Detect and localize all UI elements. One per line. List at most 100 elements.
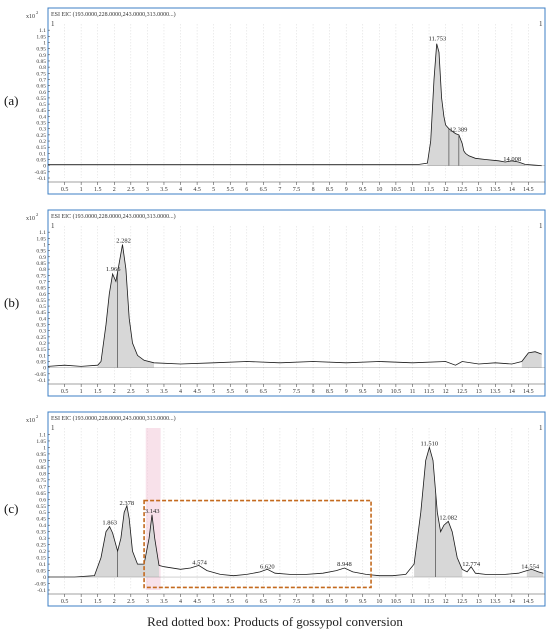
x-tick-label: 2 (113, 599, 116, 605)
y-tick-label: 0.15 (36, 347, 46, 353)
x-tick-label: 6 (245, 187, 248, 193)
x-tick-label: 10 (376, 389, 382, 395)
y-tick-label: 0.35 (36, 323, 46, 329)
peak-fill-area (94, 505, 159, 577)
x-tick-label: 0.5 (61, 187, 69, 193)
y-tick-label: 0.8 (39, 471, 46, 477)
x-tick-label: 5 (212, 389, 215, 395)
x-tick-label: 7.5 (293, 389, 301, 395)
y-tick-label: 0.1 (39, 353, 46, 359)
x-tick-label: 3.5 (160, 187, 168, 193)
x-tick-label: 0.5 (61, 599, 69, 605)
x-tick-label: 5 (212, 187, 215, 193)
x-tick-label: 8 (312, 599, 315, 605)
x-tick-label: 1.5 (94, 389, 102, 395)
x-tick-label: 12 (443, 389, 449, 395)
x-tick-label: 9 (345, 599, 348, 605)
corner-right-label: 1 (539, 222, 543, 230)
x-tick-label: 11.5 (424, 389, 434, 395)
x-tick-label: 12.5 (457, 187, 468, 193)
y-tick-label: 1 (43, 445, 46, 451)
y-tick-label: 0.75 (36, 71, 46, 77)
y-tick-label: 0.75 (36, 478, 46, 484)
x-tick-label: 3.5 (160, 599, 168, 605)
peak-label: 6.620 (260, 564, 275, 571)
y-tick-label: 0.2 (39, 549, 46, 555)
y-tick-label: 0.3 (39, 329, 46, 335)
peak-label: 11.510 (421, 440, 439, 447)
y-tick-label: 0 (43, 575, 46, 581)
y-tick-label: 1.05 (36, 439, 46, 445)
y-exponent-label: x10 (26, 14, 35, 20)
x-tick-label: 2 (113, 389, 116, 395)
x-tick-label: 5.5 (226, 187, 234, 193)
corner-left-label: 1 (51, 424, 55, 432)
y-tick-label: 0.95 (36, 47, 46, 53)
x-tick-label: 3 (146, 389, 149, 395)
y-tick-label: 0.55 (36, 504, 46, 510)
panel-b-group: (b) ESI EIC (193.0000,228.0000,243.0000,3… (4, 209, 546, 397)
series-trace-line (47, 244, 542, 367)
panel-frame (47, 7, 546, 195)
panel-a-group: (a) ESI EIC (193.0000,228.0000,243.0000,3… (4, 7, 546, 195)
y-tick-label: -0.05 (35, 582, 47, 588)
x-tick-label: 7.5 (293, 187, 301, 193)
x-tick-label: 4 (179, 389, 182, 395)
x-tick-label: 6 (245, 599, 248, 605)
panel-frame (47, 411, 546, 607)
y-tick-label: 0.25 (36, 335, 46, 341)
panel-label: (b) (4, 295, 19, 310)
x-tick-label: 10.5 (391, 187, 402, 193)
y-exponent-power: 2 (36, 212, 38, 217)
corner-right-label: 1 (539, 20, 543, 28)
y-tick-label: 0.1 (39, 562, 46, 568)
y-tick-label: 0.95 (36, 249, 46, 255)
x-tick-label: 14 (509, 599, 515, 605)
peak-label: 8.948 (337, 561, 352, 568)
corner-left-label: 1 (51, 222, 55, 230)
y-tick-label: 1.05 (36, 236, 46, 242)
y-tick-label: 0.3 (39, 127, 46, 133)
x-tick-label: 10 (376, 187, 382, 193)
peak-label: 4.574 (192, 560, 207, 567)
corner-left-label: 1 (51, 20, 55, 28)
x-tick-label: 1.5 (94, 187, 102, 193)
y-tick-label: 0.6 (39, 90, 46, 96)
x-tick-label: 5.5 (226, 599, 234, 605)
x-tick-label: 11 (410, 187, 416, 193)
panel-frame (47, 209, 546, 397)
x-tick-label: 12 (443, 599, 449, 605)
y-tick-label: 0.95 (36, 452, 46, 458)
x-tick-label: 10.5 (391, 389, 402, 395)
y-tick-label: 0.85 (36, 59, 46, 65)
y-tick-label: 0.4 (39, 114, 46, 120)
y-tick-label: 0.15 (36, 556, 46, 562)
x-tick-label: 2 (113, 187, 116, 193)
y-tick-label: 0.85 (36, 465, 46, 471)
x-tick-label: 9.5 (359, 599, 367, 605)
x-tick-label: 12.5 (457, 599, 468, 605)
panel-c-group: (c) ESI EIC (193.0000,228.0000,243.0000,3… (4, 411, 546, 607)
y-tick-label: 0.55 (36, 298, 46, 304)
x-tick-label: 2.5 (127, 187, 135, 193)
x-tick-label: 6.5 (260, 389, 268, 395)
x-tick-label: 7 (278, 599, 281, 605)
series-trace-line (48, 43, 542, 167)
x-tick-label: 9 (345, 389, 348, 395)
x-tick-label: 6.5 (260, 599, 268, 605)
y-tick-label: 0 (43, 164, 46, 170)
y-tick-label: 0.45 (36, 310, 46, 316)
y-exponent-label: x10 (26, 216, 35, 222)
x-tick-label: 11.5 (424, 187, 434, 193)
x-tick-label: 14 (509, 389, 515, 395)
y-tick-label: 0.9 (39, 53, 46, 59)
x-tick-label: 8.5 (326, 599, 334, 605)
y-tick-label: 0.05 (36, 158, 46, 164)
y-tick-label: 0.85 (36, 261, 46, 267)
x-tick-label: 5.5 (226, 389, 234, 395)
y-tick-label: 1.1 (39, 432, 46, 438)
x-tick-label: 8 (312, 187, 315, 193)
x-tick-label: 5 (212, 599, 215, 605)
x-tick-label: 2.5 (127, 389, 135, 395)
peak-label: 14.554 (521, 564, 540, 571)
